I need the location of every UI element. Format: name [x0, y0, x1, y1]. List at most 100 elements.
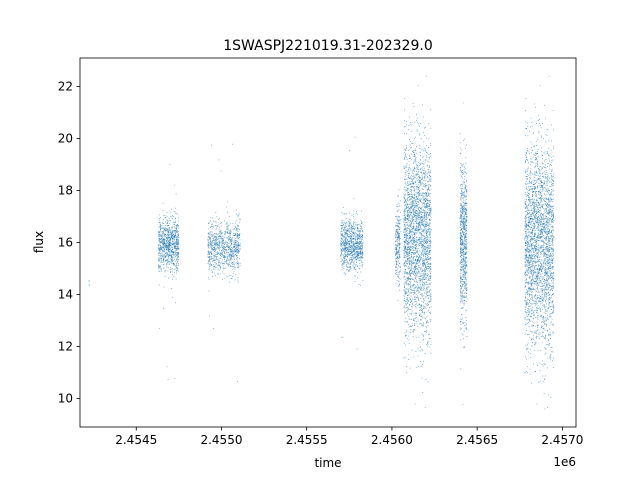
data-point — [357, 226, 359, 228]
data-point — [407, 277, 409, 279]
data-point — [236, 258, 238, 260]
data-point — [229, 247, 231, 249]
data-point — [423, 210, 425, 212]
data-point — [161, 245, 163, 247]
data-point — [416, 246, 417, 248]
data-point — [406, 277, 408, 279]
data-point — [231, 258, 233, 259]
data-point — [357, 254, 358, 256]
data-point — [416, 211, 418, 212]
data-point — [360, 284, 361, 286]
data-point — [223, 247, 225, 249]
data-point — [404, 198, 406, 200]
data-point — [356, 233, 358, 235]
data-point — [209, 256, 211, 258]
data-point — [414, 189, 416, 190]
data-point — [223, 249, 224, 251]
data-point — [399, 256, 401, 258]
data-point — [236, 253, 238, 254]
data-point — [350, 235, 352, 237]
data-point — [429, 267, 431, 269]
data-point — [216, 262, 218, 264]
data-point — [172, 261, 174, 262]
data-point — [169, 240, 170, 241]
data-point — [178, 237, 180, 239]
data-point — [423, 231, 425, 233]
data-point — [177, 269, 178, 271]
data-point — [221, 255, 222, 257]
data-point — [414, 176, 416, 178]
data-point — [348, 270, 349, 272]
data-point — [414, 205, 416, 207]
data-point — [417, 270, 419, 272]
data-point — [421, 157, 423, 159]
data-point — [173, 243, 174, 245]
data-point — [399, 243, 401, 245]
data-point — [347, 247, 348, 248]
data-point — [426, 316, 428, 318]
data-point — [158, 265, 160, 267]
data-point — [172, 243, 174, 245]
data-point — [340, 255, 342, 257]
data-point — [350, 240, 352, 242]
data-point — [162, 243, 164, 245]
data-point — [210, 144, 212, 146]
data-point — [219, 257, 221, 259]
data-point — [178, 247, 180, 249]
data-point — [414, 214, 416, 216]
data-point — [226, 227, 228, 228]
data-point — [411, 153, 413, 155]
data-point — [406, 242, 408, 244]
data-point — [351, 252, 352, 253]
data-point — [346, 262, 348, 264]
data-point — [342, 233, 343, 235]
data-point — [214, 242, 216, 244]
data-point — [408, 220, 410, 222]
data-point — [237, 262, 239, 264]
data-point — [424, 216, 426, 217]
data-point — [220, 238, 222, 240]
data-point — [428, 286, 430, 288]
data-point — [161, 240, 163, 242]
data-point — [423, 192, 425, 194]
data-point — [213, 226, 214, 228]
data-point — [352, 256, 354, 258]
data-point — [167, 255, 169, 257]
data-point — [165, 215, 167, 217]
data-point — [414, 275, 416, 276]
data-point — [423, 198, 424, 200]
data-point — [171, 231, 173, 233]
data-point — [415, 212, 417, 214]
data-point — [218, 245, 220, 247]
data-point — [177, 259, 179, 261]
data-point — [163, 229, 165, 231]
data-point — [168, 257, 170, 259]
data-point — [421, 195, 422, 196]
data-point — [226, 258, 228, 260]
data-point — [398, 189, 400, 191]
data-point — [216, 239, 217, 241]
data-point — [358, 230, 360, 232]
data-point — [167, 241, 169, 243]
data-point — [174, 237, 176, 239]
data-point — [414, 262, 415, 264]
data-point — [166, 248, 167, 249]
data-point — [234, 232, 236, 234]
data-point — [216, 234, 217, 236]
data-point — [422, 349, 424, 351]
data-point — [424, 298, 426, 300]
data-point — [411, 303, 413, 305]
data-point — [175, 260, 177, 262]
data-point — [171, 238, 173, 239]
data-point — [406, 207, 407, 209]
data-point — [342, 228, 344, 230]
data-point — [427, 319, 428, 321]
data-point — [217, 234, 219, 236]
data-point — [398, 245, 400, 247]
data-point — [177, 252, 179, 254]
data-point — [167, 231, 169, 233]
data-point — [426, 177, 428, 178]
data-point — [404, 272, 406, 274]
data-point — [398, 206, 400, 207]
data-point — [404, 204, 406, 206]
